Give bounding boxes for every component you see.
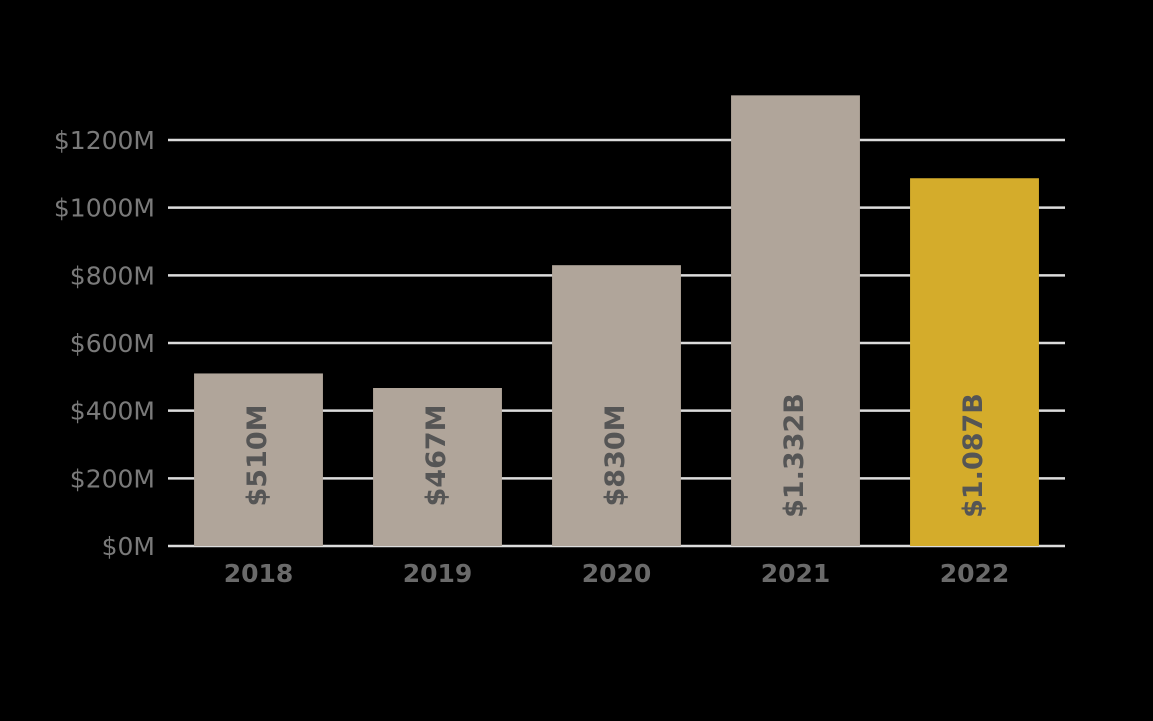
bar xyxy=(194,373,323,546)
y-tick-label: $1000M xyxy=(54,194,155,223)
x-tick-label: 2020 xyxy=(582,559,652,588)
bar xyxy=(910,178,1039,546)
value-label: $1.087B xyxy=(958,393,989,518)
bar xyxy=(373,387,502,546)
value-label: $830M xyxy=(600,404,631,506)
bar xyxy=(731,95,860,546)
y-tick-label: $800M xyxy=(70,261,155,290)
y-tick-label: $200M xyxy=(70,464,155,493)
value-label: $467M xyxy=(421,404,452,506)
y-tick-label: $600M xyxy=(70,329,155,358)
x-tick-label: 2018 xyxy=(224,559,294,588)
x-tick-label: 2019 xyxy=(403,559,473,588)
y-tick-label: $400M xyxy=(70,397,155,426)
y-tick-label: $0M xyxy=(102,532,155,561)
y-tick-label: $1200M xyxy=(54,126,155,155)
x-tick-label: 2021 xyxy=(761,559,831,588)
x-tick-label: 2022 xyxy=(940,559,1010,588)
value-label: $510M xyxy=(242,404,273,506)
bar xyxy=(552,265,681,546)
value-label: $1.332B xyxy=(779,393,810,518)
